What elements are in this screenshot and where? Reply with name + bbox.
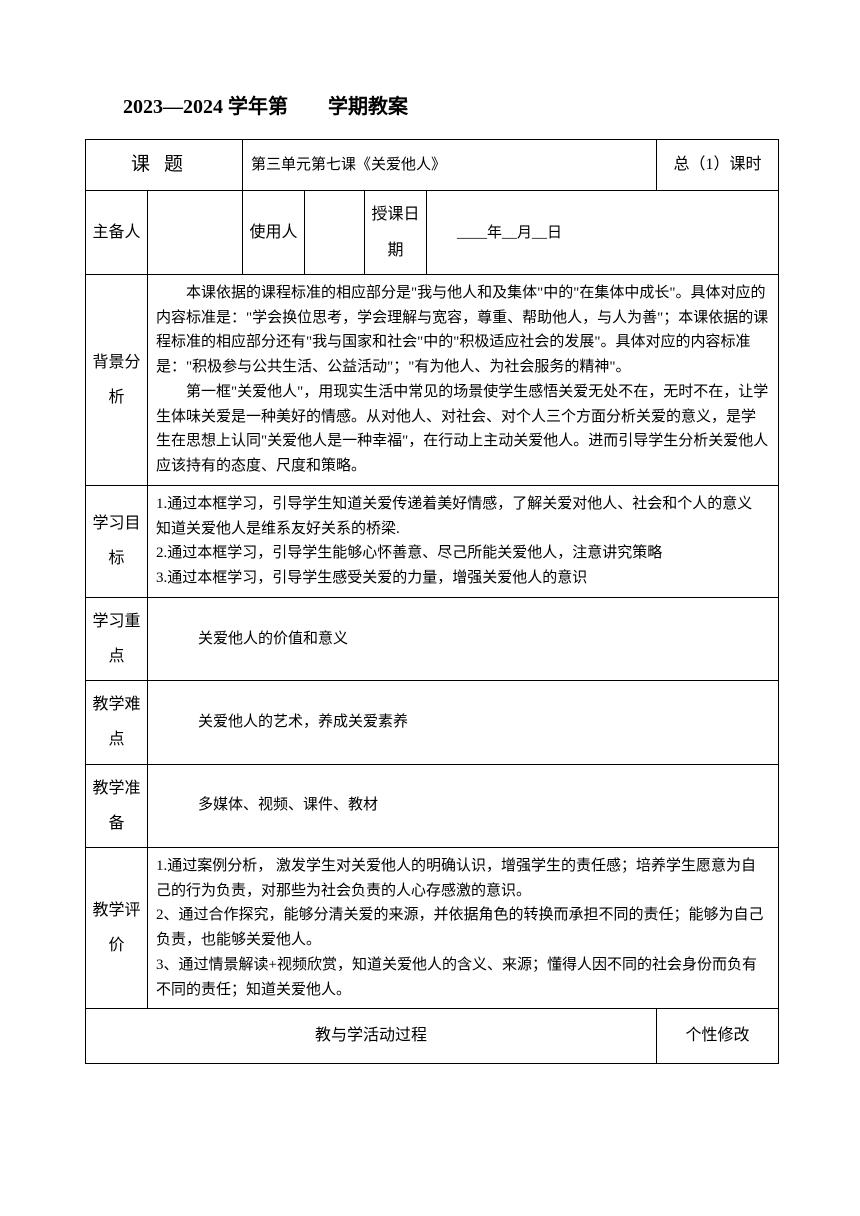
background-label: 背景分析 bbox=[86, 274, 148, 485]
lesson-plan-table: 课题 第三单元第七课《关爱他人》 总（1）课时 主备人 使用人 授课日期 ___… bbox=[85, 139, 779, 1064]
row-difficulty: 教学难点 关爱他人的艺术，养成关爱素养 bbox=[86, 681, 779, 764]
objective-3: 3.通过本框学习，引导学生感受关爱的力量，增强关爱他人的意识 bbox=[156, 566, 770, 591]
row-evaluation: 教学评价 1.通过案例分析， 激发学生对关爱他人的明确认识，增强学生的责任感；培… bbox=[86, 847, 779, 1009]
topic-label: 课题 bbox=[86, 140, 243, 191]
row-footer: 教与学活动过程 个性修改 bbox=[86, 1009, 779, 1064]
row-background: 背景分析 本课依据的课程标准的相应部分是"我与他人和及集体"中的"在集体中成长"… bbox=[86, 274, 779, 485]
difficulty-content: 关爱他人的艺术，养成关爱素养 bbox=[148, 681, 779, 764]
focus-label: 学习重点 bbox=[86, 597, 148, 680]
evaluation-label: 教学评价 bbox=[86, 847, 148, 1009]
objective-1: 1.通过本框学习，引导学生知道关爱传递着美好情感，了解关爱对他人、社会和个人的意… bbox=[156, 492, 770, 542]
date-value: ____年__月__日 bbox=[427, 191, 779, 274]
background-para1: 本课依据的课程标准的相应部分是"我与他人和及集体"中的"在集体中成长"。具体对应… bbox=[156, 281, 770, 380]
preparer-label: 主备人 bbox=[86, 191, 148, 274]
process-label: 教与学活动过程 bbox=[86, 1009, 657, 1064]
background-content: 本课依据的课程标准的相应部分是"我与他人和及集体"中的"在集体中成长"。具体对应… bbox=[148, 274, 779, 485]
evaluation-1: 1.通过案例分析， 激发学生对关爱他人的明确认识，增强学生的责任感；培养学生愿意… bbox=[156, 854, 770, 904]
preparation-content: 多媒体、视频、课件、教材 bbox=[148, 764, 779, 847]
background-para2: 第一框"关爱他人"，用现实生活中常见的场景使学生感悟关爱无处不在，无时不在，让学… bbox=[156, 380, 770, 479]
document-title: 2023—2024 学年第 学期教案 bbox=[85, 90, 775, 119]
row-topic: 课题 第三单元第七课《关爱他人》 总（1）课时 bbox=[86, 140, 779, 191]
revision-label: 个性修改 bbox=[657, 1009, 779, 1064]
evaluation-3: 3、通过情景解读+视频欣赏，知道关爱他人的含义、来源；懂得人因不同的社会身份而负… bbox=[156, 953, 770, 1003]
difficulty-label: 教学难点 bbox=[86, 681, 148, 764]
evaluation-2: 2、通过合作探究，能够分清关爱的来源，并依据角色的转换而承担不同的责任；能够为自… bbox=[156, 903, 770, 953]
period-label: 总（1）课时 bbox=[657, 140, 779, 191]
user-value bbox=[305, 191, 365, 274]
row-preparation: 教学准备 多媒体、视频、课件、教材 bbox=[86, 764, 779, 847]
topic-value: 第三单元第七课《关爱他人》 bbox=[243, 140, 657, 191]
objectives-content: 1.通过本框学习，引导学生知道关爱传递着美好情感，了解关爱对他人、社会和个人的意… bbox=[148, 485, 779, 597]
preparation-label: 教学准备 bbox=[86, 764, 148, 847]
evaluation-content: 1.通过案例分析， 激发学生对关爱他人的明确认识，增强学生的责任感；培养学生愿意… bbox=[148, 847, 779, 1009]
preparer-value bbox=[148, 191, 243, 274]
objective-2: 2.通过本框学习，引导学生能够心怀善意、尽己所能关爱他人，注意讲究策略 bbox=[156, 541, 770, 566]
row-objectives: 学习目标 1.通过本框学习，引导学生知道关爱传递着美好情感，了解关爱对他人、社会… bbox=[86, 485, 779, 597]
user-label: 使用人 bbox=[243, 191, 305, 274]
row-focus: 学习重点 关爱他人的价值和意义 bbox=[86, 597, 779, 680]
date-label: 授课日期 bbox=[365, 191, 427, 274]
focus-content: 关爱他人的价值和意义 bbox=[148, 597, 779, 680]
objectives-label: 学习目标 bbox=[86, 485, 148, 597]
row-meta: 主备人 使用人 授课日期 ____年__月__日 bbox=[86, 191, 779, 274]
